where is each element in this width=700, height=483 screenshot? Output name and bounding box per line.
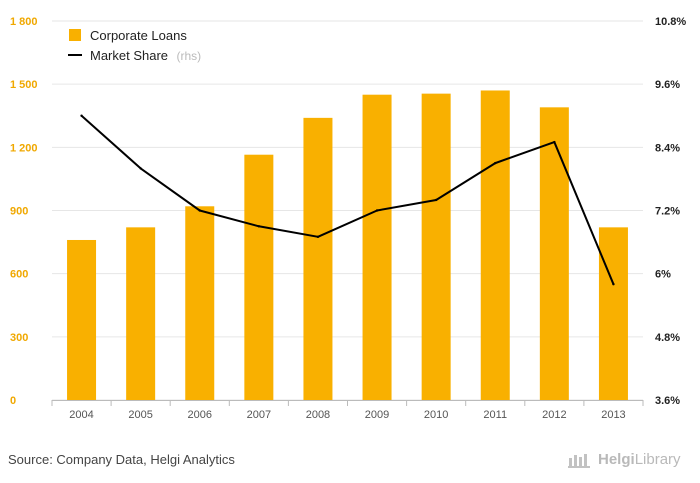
line-point-2006 <box>198 209 201 212</box>
bar-2008 <box>303 117 333 400</box>
bar-2013 <box>598 227 628 400</box>
bar-2007 <box>244 154 274 400</box>
right-tick-label: 10.8% <box>655 16 686 28</box>
legend-market-share-suffix: (rhs) <box>177 49 202 63</box>
left-tick-label: 1 500 <box>10 79 38 91</box>
line-point-2004 <box>80 114 83 117</box>
line-point-2009 <box>375 209 379 212</box>
line-point-2008 <box>316 235 320 239</box>
right-tick-label: 8.4% <box>655 142 680 154</box>
legend-market-share-name: Market Share <box>90 48 168 63</box>
bar-2004 <box>67 239 97 400</box>
market-share-line <box>80 115 615 285</box>
left-tick-label: 1 800 <box>10 16 38 28</box>
left-tick-label: 600 <box>10 269 28 281</box>
left-tick-label: 1 200 <box>10 142 38 154</box>
line-point-2010 <box>434 198 438 202</box>
right-tick-label: 9.6% <box>655 79 680 91</box>
right-tick-label: 7.2% <box>655 206 680 218</box>
bar-2010 <box>421 93 451 401</box>
brand-logo: HelgiLibrary <box>568 451 681 468</box>
line-point-2011 <box>494 161 497 165</box>
legend: Corporate Loans Market Share (rhs) <box>68 28 201 64</box>
line-series <box>80 114 615 286</box>
x-tick-label: 2007 <box>247 409 271 421</box>
right-tick-label: 3.6% <box>655 395 680 407</box>
library-icon <box>568 453 590 468</box>
x-tick-label: 2004 <box>69 409 93 421</box>
line-point-2007 <box>257 225 261 228</box>
right-tick-label: 6% <box>655 269 671 281</box>
bar-2012 <box>539 107 569 401</box>
source-note: Source: Company Data, Helgi Analytics <box>8 452 235 467</box>
line-point-2013 <box>612 282 615 286</box>
bar-2006 <box>185 206 215 400</box>
bar-2011 <box>480 90 510 400</box>
right-tick-label: 4.8% <box>655 332 680 344</box>
right-axis-ticks: 3.6% 4.8% 6% 7.2% 8.4% 9.6% 10.8% <box>655 16 686 407</box>
x-tick-label: 2008 <box>306 409 330 421</box>
bar-2005 <box>126 227 156 400</box>
x-tick-label: 2009 <box>365 409 389 421</box>
bar-2009 <box>362 94 392 400</box>
legend-label-corporate-loans: Corporate Loans <box>90 28 187 43</box>
left-axis-ticks: 0 300 600 900 1 200 1 500 1 800 <box>10 16 38 407</box>
x-tick-label: 2011 <box>483 409 507 421</box>
bar-series <box>67 90 628 401</box>
left-tick-label: 300 <box>10 332 28 344</box>
x-tick-label: 2010 <box>424 409 448 421</box>
x-tick-label: 2013 <box>601 409 625 421</box>
brand-name-light: Library <box>634 451 681 468</box>
x-tick-label: 2012 <box>542 409 566 421</box>
legend-label-market-share: Market Share (rhs) <box>90 47 201 64</box>
x-tick-label: 2006 <box>188 409 212 421</box>
left-tick-label: 0 <box>10 395 16 407</box>
x-tick-label: 2005 <box>128 409 152 421</box>
legend-swatch-bar <box>69 29 81 41</box>
line-point-2012 <box>553 140 556 144</box>
left-tick-label: 900 <box>10 206 28 218</box>
x-axis: 2004 2005 2006 2007 2008 2009 2010 2011 2012 2013 <box>51 400 644 421</box>
line-point-2005 <box>139 167 142 170</box>
brand-name-bold: Helgi <box>598 451 635 468</box>
